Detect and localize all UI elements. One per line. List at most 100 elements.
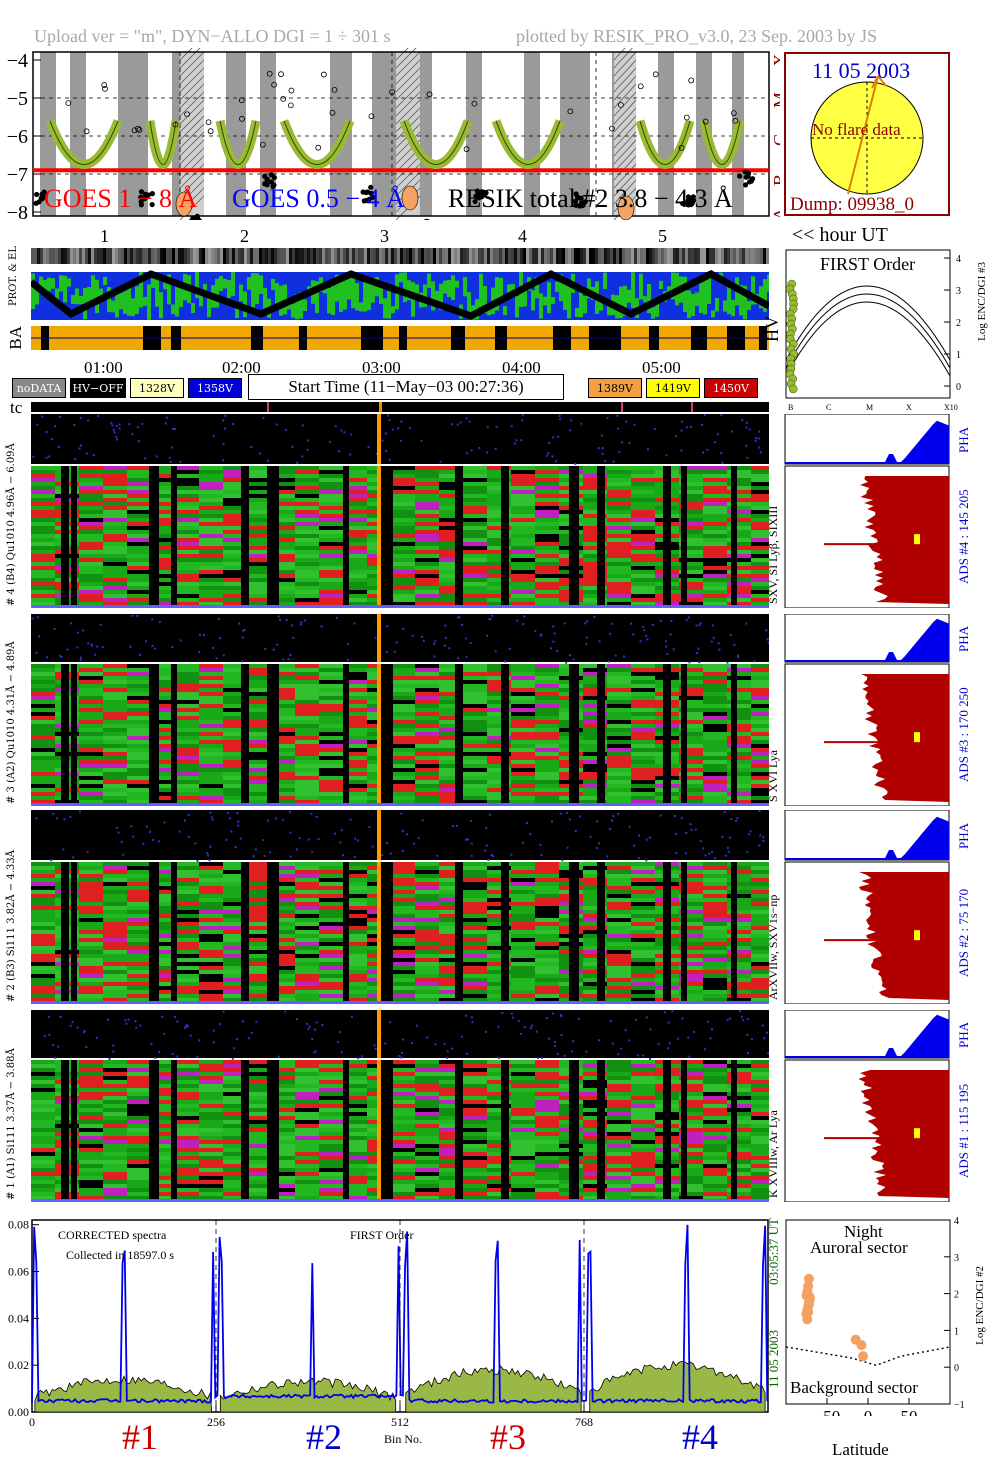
channel-panel: [31, 810, 769, 1004]
header-plotted-by: plotted by RESIK_PRO_v3.0, 23 Sep. 2003 …: [516, 26, 878, 46]
latitude-ytick: 0: [954, 1363, 959, 1374]
ads-marker: [914, 930, 920, 941]
latitude-y-axis: Log ENC/DGI #2: [974, 1266, 986, 1345]
first-order-ytick: 3: [956, 286, 961, 297]
goes-class-label: A: [770, 208, 780, 221]
goes-ytick-label: −7: [7, 164, 28, 186]
ads-histogram: [860, 476, 949, 604]
spectrum-section-label: #4: [682, 1417, 718, 1457]
tc-label: tc: [10, 398, 23, 417]
latitude-point: [858, 1351, 869, 1362]
legend-chip: 1450V: [704, 378, 758, 398]
spectrum-panel: 0.08 0.06 0.04 0.02 0.000 256 512 768: [8, 1218, 769, 1429]
orbit-panels: [31, 248, 769, 350]
legend-chip: 1358V: [188, 378, 242, 398]
channel-histograms: [784, 1010, 950, 1202]
ads-marker: [914, 534, 920, 545]
channel-label: # 4 (B4) Qu1010 4.96Å − 6.09Å: [6, 443, 17, 606]
time-tick: 01:00: [84, 358, 123, 377]
channel-panel: [31, 414, 769, 608]
spectrum-order-label: FIRST Order: [350, 1228, 414, 1242]
latitude-point: [803, 1299, 814, 1310]
spectrum-ytick: 0.00: [8, 1405, 29, 1419]
first-order-ytick: 0: [956, 382, 961, 393]
pha-histogram: [785, 1014, 949, 1058]
pha-label: PHA: [956, 823, 971, 850]
channel-panel: [31, 1010, 769, 1202]
legend-chip: 1389V: [588, 378, 642, 398]
first-order-xtick: C: [826, 403, 831, 412]
pha-histogram: [785, 816, 949, 860]
latitude-point: [803, 1273, 814, 1284]
header-upload-info: Upload ver = "m", DYN−ALLO DGI = 1 ÷ 301…: [34, 26, 391, 46]
goes-class-label: M: [770, 92, 780, 108]
goes-ytick-label: −5: [7, 88, 28, 110]
latitude-point: [856, 1340, 867, 1351]
hv-label: HV: [762, 316, 782, 342]
orbit-number: 4: [518, 226, 527, 246]
first-order-xtick: X: [906, 403, 912, 412]
pha-histogram: [785, 618, 949, 662]
channel-lines-label: K XVIIIw, Ar Lya: [766, 1110, 780, 1198]
spectrum-xtick: 256: [207, 1415, 225, 1429]
goes-legend-1-8: GOES 1 − 8 Å: [44, 184, 198, 213]
latitude-xtick: 0: [864, 1407, 873, 1416]
channel-panel: [31, 614, 769, 806]
pha-histogram: [785, 420, 949, 464]
ads-label: ADS #4 : 145 205: [956, 489, 971, 585]
spectrum-section-label: #3: [490, 1417, 526, 1457]
spectrum-xlabel: Bin No.: [384, 1432, 423, 1446]
sun-panel: 11 05 2003 No flare data Dump: 09938_0: [784, 52, 950, 216]
latitude-point: [803, 1307, 814, 1317]
flare-blob: [175, 191, 193, 217]
ads-histogram: [858, 1070, 949, 1198]
first-order-ytick: 1: [956, 350, 961, 361]
goes-class-label: X: [770, 54, 780, 67]
first-order-title: FIRST Order: [820, 254, 916, 274]
time-tick: 02:00: [222, 358, 261, 377]
spectrum-xtick: 768: [575, 1415, 593, 1429]
spectrum-ytick: 0.02: [8, 1358, 29, 1372]
channel-lines-label: S XVI Lya: [766, 750, 780, 802]
channel-histograms: [784, 810, 950, 1004]
channel-label: # 1 (A1) Si111 3.37Å − 3.88Å: [6, 1048, 17, 1200]
pha-label: PHA: [956, 1022, 971, 1049]
first-order-curve: [785, 301, 951, 377]
orbit-track: [31, 270, 769, 320]
pha-strip: [31, 810, 769, 860]
pha-label: PHA: [956, 626, 971, 653]
latitude-ytick: 3: [954, 1253, 959, 1264]
legend-chip: 1419V: [646, 378, 700, 398]
first-order-curve: [785, 285, 951, 361]
channel-lines-label: SXV, SI Lyβ, SIXIII: [766, 505, 780, 604]
latitude-background-label: Background sector: [790, 1378, 918, 1397]
latitude-ytick: −1: [954, 1400, 965, 1411]
legend-chip: 1328V: [130, 378, 184, 398]
channel-label: # 3 (A2) Qu1010 4.31Å − 4.89Å: [6, 641, 17, 804]
first-order-xtick: M: [866, 403, 873, 412]
latitude-xlabel: Latitude: [832, 1440, 889, 1459]
spectrum-first-order-line: [31, 1224, 769, 1404]
ads-marker: [914, 1128, 920, 1139]
sun-disk: [810, 75, 924, 195]
ads-label: ADS #3 : 170 250: [956, 687, 971, 783]
goes-ytick-label: −4: [7, 50, 28, 72]
pha-strip: [31, 1010, 769, 1058]
goes-legend-resik: RESIK total #2 3.8 − 4.3 Å: [448, 184, 733, 213]
latitude-point: [802, 1314, 813, 1325]
latitude-xtick: 50: [901, 1407, 918, 1416]
first-order-xtick: B: [788, 403, 793, 412]
first-order-panel: 4 3 2 1 0 B C M X X10: [785, 249, 961, 412]
prot-el-label: PROT. & EL: [8, 246, 19, 307]
orbit-number: 5: [658, 226, 667, 246]
orbit-number: 2: [240, 226, 249, 246]
orbit-number: 3: [380, 226, 389, 246]
latitude-ytick: 4: [954, 1216, 959, 1227]
tc-strip: [31, 402, 769, 412]
first-order-ytick: 4: [956, 254, 961, 265]
spectrum-section-label: #2: [306, 1417, 342, 1457]
spectrum-ytick: 0.08: [8, 1218, 29, 1232]
ads-label: ADS #1 : 115 195: [956, 1083, 971, 1179]
spectrum-ytick: 0.04: [8, 1311, 29, 1325]
latitude-auroral-label: Auroral sector: [810, 1238, 908, 1257]
